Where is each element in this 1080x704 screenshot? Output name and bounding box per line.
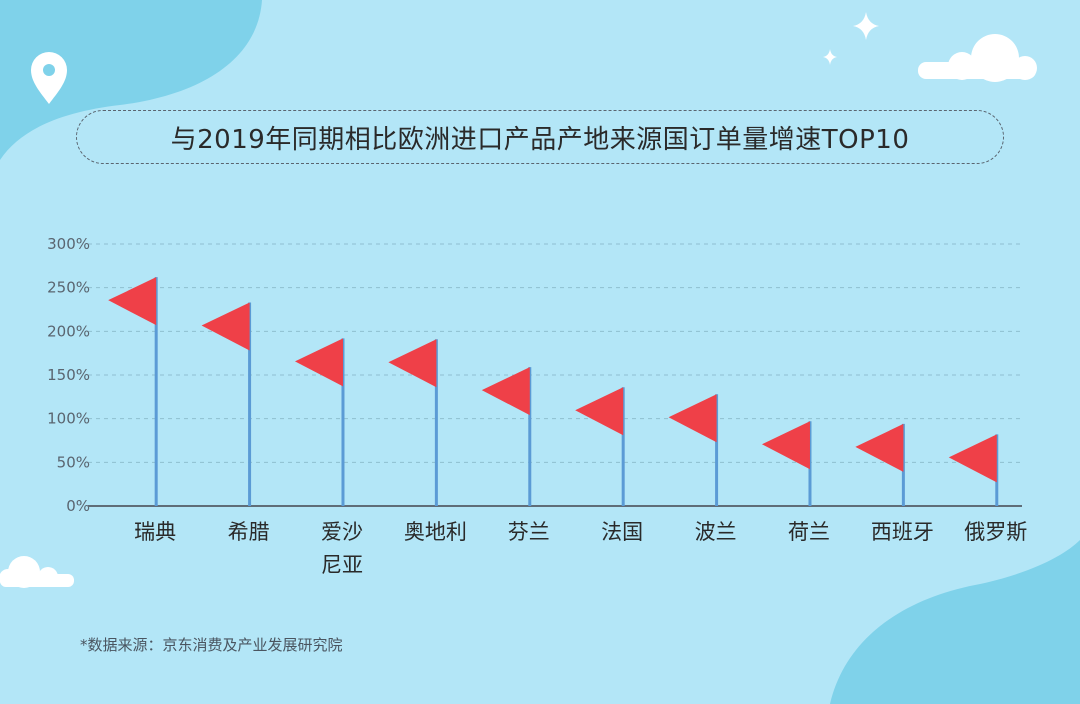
- x-category-label: 法国: [601, 520, 643, 544]
- y-tick-label: 0%: [66, 497, 90, 515]
- flag-marker: [855, 423, 904, 472]
- flag-marker: [481, 367, 530, 416]
- x-category-label: 波兰: [695, 520, 737, 544]
- y-tick-label: 100%: [47, 410, 90, 428]
- bottom-right-blob: [830, 540, 1080, 704]
- y-tick-label: 250%: [47, 279, 90, 297]
- flag-marker: [108, 277, 157, 326]
- sparkle-icon: [853, 12, 879, 40]
- flag-marker: [668, 394, 717, 443]
- x-category-label: 芬兰: [508, 520, 550, 544]
- flag-marker: [761, 421, 810, 470]
- x-category-label: 俄罗斯: [964, 520, 1027, 544]
- x-category-label: 奥地利: [404, 520, 467, 544]
- flag-marker: [575, 387, 624, 436]
- flag-marker: [294, 338, 343, 387]
- sparkle-icon: [823, 49, 837, 65]
- flag-marker: [201, 302, 250, 351]
- y-tick-label: 300%: [47, 235, 90, 253]
- y-tick-label: 150%: [47, 366, 90, 384]
- top-left-blob: [0, 0, 262, 160]
- chart-title: 与2019年同期相比欧洲进口产品产地来源国订单量增速TOP10: [170, 124, 910, 155]
- source-note: *数据来源：京东消费及产业发展研究院: [80, 636, 343, 654]
- y-tick-label: 200%: [47, 322, 90, 340]
- x-category-label: 西班牙: [871, 520, 934, 544]
- cloud-icon: [918, 34, 1037, 82]
- chart-title-frame: 与2019年同期相比欧洲进口产品产地来源国订单量增速TOP10: [76, 110, 1004, 164]
- x-category-label: 爱沙: [321, 520, 363, 544]
- location-pin-icon: [31, 52, 67, 104]
- flag-marker: [388, 339, 437, 388]
- x-category-label: 荷兰: [788, 520, 830, 544]
- x-category-label: 瑞典: [134, 520, 176, 544]
- y-tick-label: 50%: [57, 453, 90, 471]
- x-category-label: 希腊: [228, 520, 270, 544]
- x-category-label: 尼亚: [321, 553, 363, 577]
- cloud-icon: [0, 556, 74, 588]
- flag-marker: [948, 434, 997, 483]
